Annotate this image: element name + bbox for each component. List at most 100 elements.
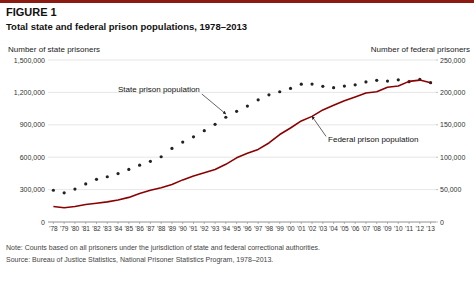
x-tick-label: '12 bbox=[416, 225, 425, 232]
y2-tick-label: 100,000 bbox=[440, 154, 465, 161]
grid bbox=[48, 60, 436, 222]
x-tick-label: '99 bbox=[275, 225, 284, 232]
x-tick bbox=[333, 222, 334, 224]
point bbox=[300, 83, 303, 86]
point bbox=[267, 93, 270, 96]
x-tick-label: '92 bbox=[200, 225, 209, 232]
x-tick-label: '93 bbox=[211, 225, 220, 232]
subtitle: Total state and federal prison populatio… bbox=[6, 21, 247, 32]
point bbox=[170, 147, 173, 150]
x-tick-label: '11 bbox=[405, 225, 413, 232]
point bbox=[354, 83, 357, 86]
x-tick bbox=[171, 222, 172, 224]
point bbox=[235, 110, 238, 113]
y2-tick bbox=[436, 92, 438, 93]
x-tick-label: '94 bbox=[222, 225, 231, 232]
point bbox=[106, 175, 109, 178]
chart: FIGURE 1 Total state and federal prison p… bbox=[0, 0, 474, 284]
point bbox=[73, 187, 76, 190]
x-tick-label: '78 bbox=[49, 225, 58, 232]
x-tick bbox=[236, 222, 237, 224]
x-tick bbox=[344, 222, 345, 224]
x-tick-label: '84 bbox=[114, 225, 123, 232]
x-tick bbox=[193, 222, 194, 224]
y2-tick-label: 50,000 bbox=[440, 186, 462, 193]
x-tick-label: '01 bbox=[297, 225, 306, 232]
x-tick-label: '80 bbox=[71, 225, 80, 232]
x-tick bbox=[258, 222, 259, 224]
point bbox=[321, 85, 324, 88]
y2-tick bbox=[436, 60, 438, 61]
series-points bbox=[52, 78, 432, 195]
y-tick-label: 300,000 bbox=[20, 186, 45, 193]
x-tick-label: '91 bbox=[189, 225, 198, 232]
x-axis-line bbox=[48, 222, 436, 223]
grid-line bbox=[48, 157, 436, 158]
point bbox=[116, 172, 119, 175]
point bbox=[289, 87, 292, 90]
x-tick-label: '08 bbox=[372, 225, 381, 232]
x-tick bbox=[107, 222, 108, 224]
grid-line bbox=[48, 60, 436, 61]
x-tick bbox=[355, 222, 356, 224]
x-tick bbox=[247, 222, 248, 224]
y2-axis-label: Number of federal prisoners bbox=[371, 45, 470, 54]
x-tick bbox=[161, 222, 162, 224]
point bbox=[52, 189, 55, 192]
x-tick-label: '82 bbox=[92, 225, 101, 232]
annotation-arrow bbox=[202, 94, 226, 114]
x-tick bbox=[182, 222, 183, 224]
annotation-arrow bbox=[312, 116, 326, 136]
x-tick-label: '10 bbox=[394, 225, 403, 232]
point bbox=[386, 79, 389, 82]
grid-line bbox=[48, 189, 436, 190]
x-tick-label: '85 bbox=[125, 225, 134, 232]
x-tick bbox=[365, 222, 366, 224]
x-tick-label: '96 bbox=[243, 225, 252, 232]
y-tick-label: 1,500,000 bbox=[14, 57, 45, 64]
grid-line bbox=[48, 124, 436, 125]
x-tick bbox=[398, 222, 399, 224]
x-tick bbox=[279, 222, 280, 224]
point bbox=[213, 123, 216, 126]
x-tick-label: '97 bbox=[254, 225, 263, 232]
x-tick bbox=[74, 222, 75, 224]
y2-tick-label: 0 bbox=[440, 219, 444, 226]
x-tick-label: '07 bbox=[362, 225, 371, 232]
y-tick-label: 600,000 bbox=[20, 154, 45, 161]
x-tick bbox=[322, 222, 323, 224]
x-tick bbox=[409, 222, 410, 224]
title: FIGURE 1 bbox=[6, 6, 57, 18]
x-tick bbox=[204, 222, 205, 224]
x-tick-label: '05 bbox=[340, 225, 349, 232]
point bbox=[127, 168, 130, 171]
x-tick bbox=[268, 222, 269, 224]
point bbox=[203, 129, 206, 132]
x-tick bbox=[139, 222, 140, 224]
x-tick bbox=[312, 222, 313, 224]
annotation-text: Federal prison population bbox=[328, 135, 418, 144]
y-tick-label: 0 bbox=[41, 219, 45, 226]
x-tick bbox=[419, 222, 420, 224]
x-tick-label: '95 bbox=[232, 225, 241, 232]
note: Note: Counts based on all prisoners unde… bbox=[6, 244, 320, 252]
x-tick bbox=[387, 222, 388, 224]
point bbox=[332, 86, 335, 89]
point bbox=[310, 82, 313, 85]
x-tick-label: '86 bbox=[135, 225, 144, 232]
series-line bbox=[53, 80, 430, 208]
grid-line bbox=[48, 222, 436, 223]
y2-tick bbox=[436, 222, 438, 223]
point bbox=[138, 164, 141, 167]
x-tick bbox=[301, 222, 302, 224]
point bbox=[192, 135, 195, 138]
point bbox=[257, 98, 260, 101]
point bbox=[84, 182, 87, 185]
x-tick-label: '98 bbox=[265, 225, 274, 232]
accent-bar bbox=[0, 0, 474, 3]
x-tick-label: '88 bbox=[157, 225, 166, 232]
annotation: Federal prison population bbox=[312, 116, 418, 144]
point bbox=[364, 80, 367, 83]
y2-tick bbox=[436, 157, 438, 158]
note: Source: Bureau of Justice Statistics, Na… bbox=[6, 256, 273, 264]
